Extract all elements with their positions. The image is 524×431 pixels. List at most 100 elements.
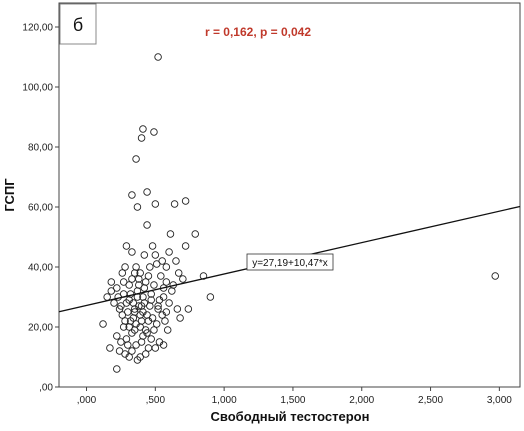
- scatter-point: [151, 251, 160, 259]
- regression-label: y=27,19+10,47*x: [252, 258, 328, 269]
- y-tick-label: 60,00: [28, 203, 53, 214]
- scatter-point: [168, 287, 176, 295]
- x-tick-label: 2,500: [418, 395, 443, 406]
- scatter-point: [115, 305, 124, 313]
- y-tick-label: ,00: [39, 383, 53, 394]
- scatter-point: [146, 263, 154, 271]
- scatter-point: [162, 263, 171, 271]
- y-tick-label: 40,00: [28, 263, 53, 274]
- y-tick-label: 20,00: [28, 323, 53, 334]
- scatter-point: [150, 128, 158, 136]
- scatter-point: [154, 53, 162, 61]
- scatter-point: [176, 314, 184, 322]
- scatter-point: [118, 269, 127, 277]
- scatter-point: [181, 242, 190, 250]
- scatter-point: [106, 344, 114, 352]
- scatter-point: [144, 317, 153, 325]
- x-tick-label: 1,000: [212, 395, 237, 406]
- scatter-point: [151, 200, 160, 208]
- scatter-point: [184, 305, 193, 313]
- scatter-point: [150, 326, 158, 334]
- x-tick-label: 1,500: [280, 395, 305, 406]
- scatter-point: [129, 314, 138, 322]
- regression-label-box: [246, 253, 334, 271]
- scatter-point: [191, 230, 199, 238]
- scatter-point: [122, 242, 131, 250]
- scatter-point: [128, 347, 136, 355]
- scatter-point: [170, 200, 179, 208]
- scatter-point: [130, 305, 139, 313]
- y-tick-label: 100,00: [22, 83, 53, 94]
- scatter-point: [152, 260, 161, 268]
- scatter-point: [135, 281, 143, 289]
- scatter-point: [157, 272, 165, 280]
- scatter-point: [146, 302, 154, 310]
- scatter-point: [163, 326, 172, 334]
- plot-frame: [58, 2, 521, 388]
- scatter-point: [140, 251, 149, 259]
- y-tick-label: 120,00: [22, 23, 53, 34]
- scatter-point: [124, 341, 132, 349]
- scatter-point: [161, 317, 169, 325]
- scatter-point: [151, 344, 160, 352]
- scatter-point: [121, 263, 129, 271]
- scatter-point: [150, 281, 158, 289]
- scatter-point: [128, 248, 136, 256]
- scatter-point: [128, 275, 136, 283]
- scatter-point: [110, 299, 118, 307]
- panel-label: б: [73, 15, 83, 35]
- scatter-point: [107, 278, 116, 286]
- scatter-point: [152, 320, 161, 328]
- scatter-point: [113, 332, 121, 340]
- scatter-point: [154, 302, 162, 310]
- scatter-point: [166, 230, 175, 238]
- y-axis-title: ГСПГ: [2, 178, 17, 212]
- panel-label-box: [59, 3, 97, 45]
- scatter-point: [137, 134, 146, 142]
- y-tick-label: 80,00: [28, 143, 53, 154]
- scatter-point: [139, 125, 147, 133]
- scatter-point: [143, 329, 151, 337]
- scatter-point: [141, 350, 150, 358]
- x-tick-label: ,000: [77, 395, 97, 406]
- scatter-point: [144, 272, 153, 280]
- scatter-point: [133, 356, 142, 364]
- scatter-point: [148, 242, 157, 250]
- y-axis-ticks: ,00 20,00 40,00 60,00 80,00 100,00 120,00: [22, 23, 59, 394]
- scatter-point: [165, 248, 173, 256]
- scatter-point: [147, 296, 155, 304]
- scatter-point: [179, 275, 187, 283]
- scatter-point: [159, 341, 168, 349]
- x-axis-ticks: ,000 ,500 1,000 1,500 2,000 2,500 3,000: [77, 387, 512, 406]
- scatter-point: [99, 320, 107, 328]
- scatter-point: [147, 335, 155, 343]
- scatter-point: [128, 191, 136, 199]
- scatter-point: [158, 311, 166, 319]
- x-tick-label: 2,000: [349, 395, 374, 406]
- scatter-point: [172, 257, 180, 265]
- scatter-point: [165, 299, 173, 307]
- scatter-point: [128, 329, 136, 337]
- x-tick-label: 3,000: [487, 395, 512, 406]
- scatter-point: [159, 293, 168, 301]
- x-axis-title: Свободный тестостерон: [211, 409, 370, 424]
- scatter-point: [139, 308, 147, 316]
- scatter-point: [162, 278, 171, 286]
- scatter-point: [119, 323, 128, 331]
- scatter-point: [181, 197, 190, 205]
- scatter-point: [125, 353, 133, 361]
- scatter-point: [132, 263, 140, 271]
- scatter-point: [103, 293, 111, 301]
- scatter-point: [137, 338, 146, 346]
- scatter-point: [173, 305, 182, 313]
- stats-annotation: r = 0,162, p = 0,042: [205, 25, 311, 39]
- scatter-point: [143, 221, 151, 229]
- scatter-point: [133, 203, 142, 211]
- scatter-point: [491, 272, 499, 280]
- scatter-point: [137, 317, 146, 325]
- scatter-point: [125, 296, 133, 304]
- scatter-point: [119, 278, 128, 286]
- scatter-point: [206, 293, 215, 301]
- scatter-point: [174, 269, 183, 277]
